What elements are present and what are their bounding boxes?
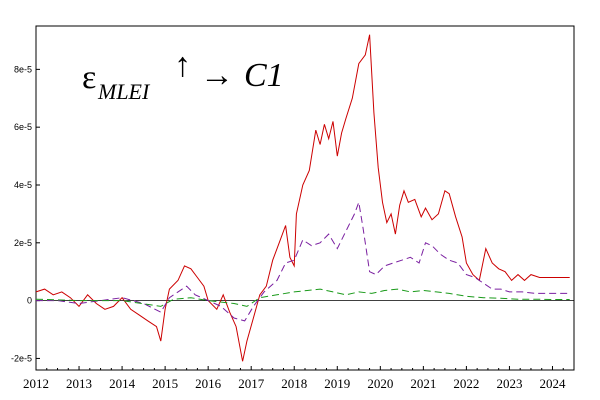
y-tick-label: 8e-5 bbox=[14, 64, 32, 74]
x-tick-label: 2018 bbox=[281, 376, 307, 391]
annotation-target: C1 bbox=[244, 57, 284, 94]
y-tick-label: 6e-5 bbox=[14, 122, 32, 132]
x-tick-label: 2013 bbox=[66, 376, 92, 391]
annotation-subscript: MLEI bbox=[97, 79, 151, 104]
x-tick-label: 2015 bbox=[152, 376, 178, 391]
x-tick-label: 2017 bbox=[238, 376, 265, 391]
y-tick-label: 0 bbox=[27, 296, 32, 306]
y-tick-label: 2e-5 bbox=[14, 238, 32, 248]
x-tick-label: 2022 bbox=[453, 376, 479, 391]
x-tick-label: 2019 bbox=[324, 376, 350, 391]
annotation-arrow-right: → bbox=[200, 57, 234, 94]
x-tick-label: 2023 bbox=[496, 376, 522, 391]
x-tick-label: 2014 bbox=[109, 376, 136, 391]
x-tick-label: 2016 bbox=[195, 376, 222, 391]
plot-frame bbox=[35, 25, 575, 371]
series-layer bbox=[35, 34, 570, 362]
annotation: ε MLEI ↑ → C1 bbox=[82, 47, 284, 104]
x-tick-label: 2024 bbox=[539, 376, 566, 391]
annotation-symbol: ε bbox=[82, 59, 96, 96]
x-tick-label: 2012 bbox=[23, 376, 49, 391]
series-line-1 bbox=[35, 34, 570, 362]
annotation-arrow-up: ↑ bbox=[174, 47, 191, 84]
x-tick-label: 2021 bbox=[410, 376, 436, 391]
series-line-3 bbox=[35, 288, 570, 307]
y-tick-label: 4e-5 bbox=[14, 180, 32, 190]
y-tick-label: -2e-5 bbox=[11, 353, 32, 363]
series-line-2 bbox=[36, 200, 570, 322]
x-axis: 2012 2013 2014 2015 2016 2017 2018 2019 2020 2021… bbox=[23, 366, 566, 391]
x-tick-label: 2020 bbox=[367, 376, 393, 391]
